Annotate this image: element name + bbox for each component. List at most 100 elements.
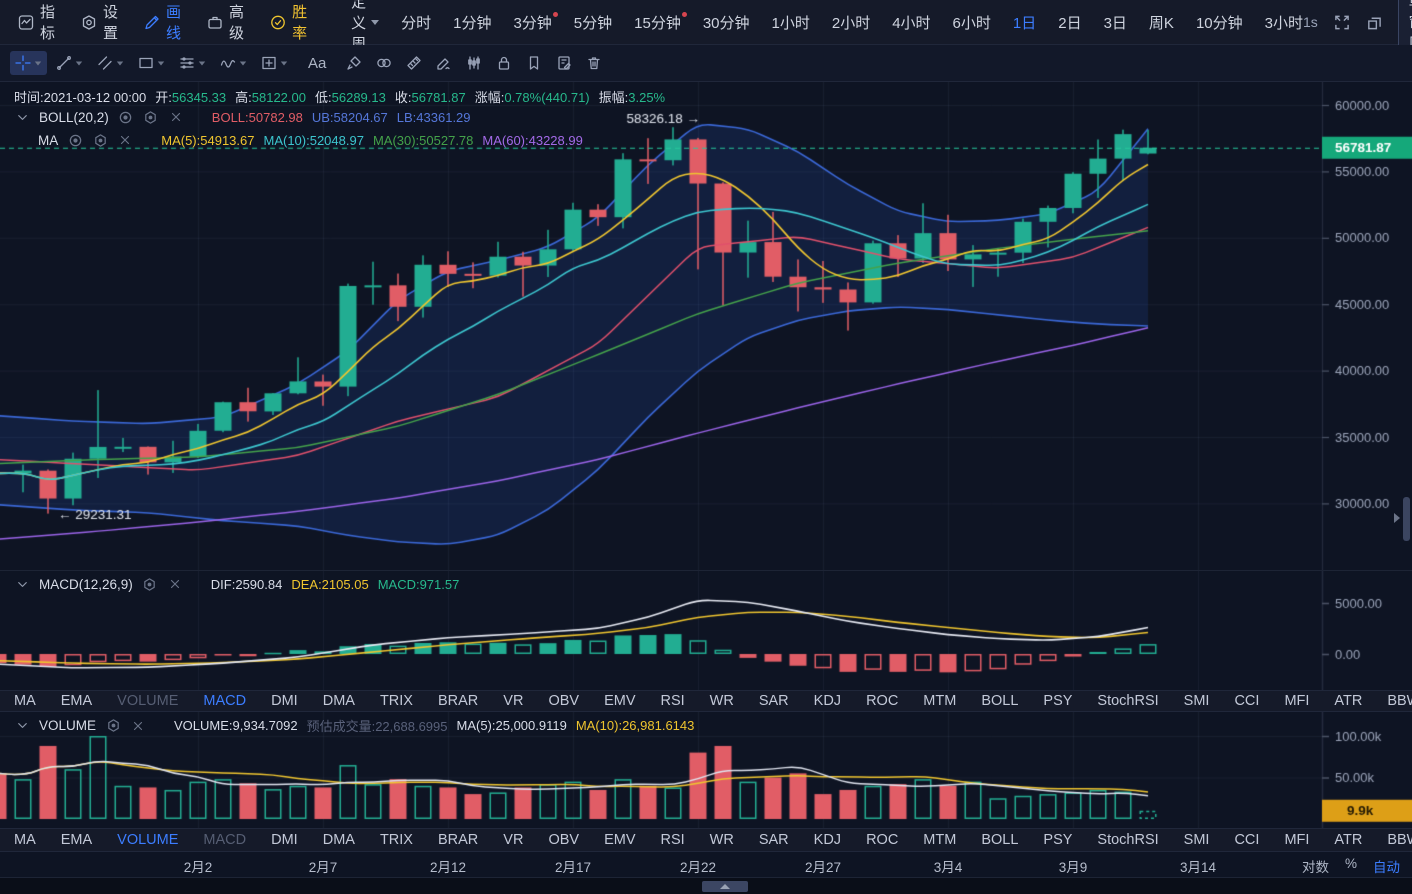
tab-cci[interactable]: CCI bbox=[1234, 693, 1260, 709]
ruler-tool[interactable] bbox=[401, 51, 427, 75]
period-15分钟[interactable]: 15分钟 bbox=[634, 11, 687, 33]
gear-icon[interactable] bbox=[105, 718, 121, 734]
tab-kdj[interactable]: KDJ bbox=[813, 693, 842, 709]
period-10分钟[interactable]: 10分钟 bbox=[1195, 14, 1243, 32]
main-candlestick-chart[interactable] bbox=[0, 82, 1412, 570]
magic-brush-tool[interactable] bbox=[341, 51, 367, 75]
period-1小时[interactable]: 1小时 bbox=[771, 14, 810, 32]
tab-volume[interactable]: VOLUME bbox=[117, 832, 179, 848]
popout-window-icon[interactable] bbox=[1366, 14, 1382, 30]
crosshair-tool[interactable] bbox=[10, 51, 47, 75]
tab-dmi[interactable]: DMI bbox=[271, 832, 298, 848]
volume-pane[interactable] bbox=[0, 712, 1412, 828]
tab-boll[interactable]: BOLL bbox=[981, 832, 1019, 848]
tab-smi[interactable]: SMI bbox=[1183, 832, 1210, 848]
tab-trix[interactable]: TRIX bbox=[379, 693, 413, 709]
tab-atr[interactable]: ATR bbox=[1334, 832, 1363, 848]
tab-wr[interactable]: WR bbox=[709, 832, 734, 848]
period-2小时[interactable]: 2小时 bbox=[831, 14, 871, 32]
tab-stochrsi[interactable]: StochRSI bbox=[1097, 693, 1159, 709]
tab-atr[interactable]: ATR bbox=[1334, 693, 1363, 709]
collapse-chevron-icon[interactable] bbox=[14, 576, 30, 592]
lock-tool[interactable] bbox=[491, 51, 517, 75]
auto-scale-toggle[interactable]: 自动 bbox=[1373, 860, 1400, 875]
close-icon[interactable] bbox=[167, 576, 183, 592]
tab-mtm[interactable]: MTM bbox=[923, 832, 957, 848]
tab-trix[interactable]: TRIX bbox=[379, 832, 413, 848]
fullscreen-icon[interactable] bbox=[1334, 14, 1350, 30]
period-5分钟[interactable]: 5分钟 bbox=[573, 14, 613, 32]
tab-psy[interactable]: PSY bbox=[1043, 832, 1073, 848]
settings-button[interactable]: 设置 bbox=[81, 1, 118, 43]
period-3小时[interactable]: 3小时 bbox=[1264, 14, 1303, 32]
channel-tool[interactable] bbox=[92, 51, 129, 75]
tab-volume[interactable]: VOLUME bbox=[117, 693, 179, 709]
eye-icon[interactable] bbox=[67, 132, 83, 148]
gear-icon[interactable] bbox=[143, 109, 159, 125]
period-1日[interactable]: 1日 bbox=[1012, 14, 1037, 32]
tab-vr[interactable]: VR bbox=[503, 832, 524, 848]
tab-rsi[interactable]: RSI bbox=[660, 693, 685, 709]
period-3日[interactable]: 3日 bbox=[1103, 14, 1127, 32]
log-scale-toggle[interactable]: 对数 bbox=[1301, 860, 1329, 875]
tab-emv[interactable]: EMV bbox=[604, 693, 636, 709]
tab-dma[interactable]: DMA bbox=[322, 693, 355, 709]
gear-icon[interactable] bbox=[142, 576, 158, 592]
period-4小时[interactable]: 4小时 bbox=[892, 14, 931, 32]
tab-rsi[interactable]: RSI bbox=[660, 832, 685, 848]
tab-boll[interactable]: BOLL bbox=[981, 693, 1019, 709]
tab-ema[interactable]: EMA bbox=[60, 832, 93, 848]
tab-stochrsi[interactable]: StochRSI bbox=[1097, 832, 1159, 848]
horizontal-scrollbar[interactable] bbox=[0, 878, 1412, 894]
collapse-chevron-icon[interactable] bbox=[14, 718, 30, 734]
tab-bbw[interactable]: BBW bbox=[1387, 832, 1412, 848]
tab-wr[interactable]: WR bbox=[709, 693, 734, 709]
macd-pane[interactable] bbox=[0, 570, 1412, 691]
tab-macd[interactable]: MACD bbox=[203, 832, 247, 848]
tab-smi[interactable]: SMI bbox=[1183, 693, 1210, 709]
tab-sar[interactable]: SAR bbox=[758, 693, 789, 709]
collapse-chevron-icon[interactable] bbox=[14, 109, 30, 125]
trend-line-tool[interactable] bbox=[51, 51, 88, 75]
tab-obv[interactable]: OBV bbox=[548, 693, 580, 709]
vertical-scrollbar[interactable] bbox=[1394, 497, 1410, 541]
tab-roc[interactable]: ROC bbox=[866, 832, 899, 848]
rectangle-tool[interactable] bbox=[133, 51, 170, 75]
tab-psy[interactable]: PSY bbox=[1043, 693, 1073, 709]
pattern-bars-tool[interactable] bbox=[461, 51, 487, 75]
tab-brar[interactable]: BRAR bbox=[437, 693, 479, 709]
eye-icon[interactable] bbox=[118, 109, 134, 125]
draw-line-button[interactable]: 画线 bbox=[144, 1, 181, 43]
close-icon[interactable] bbox=[130, 718, 146, 734]
tab-obv[interactable]: OBV bbox=[548, 832, 580, 848]
tab-roc[interactable]: ROC bbox=[866, 693, 899, 709]
tab-ma[interactable]: MA bbox=[14, 693, 36, 709]
panel-expander-handle[interactable] bbox=[702, 881, 748, 892]
gear-icon[interactable] bbox=[92, 132, 108, 148]
wave-tool[interactable] bbox=[215, 51, 252, 75]
percent-scale-toggle[interactable]: % bbox=[1344, 856, 1357, 871]
tab-dmi[interactable]: DMI bbox=[271, 693, 298, 709]
ellipse-tool[interactable] bbox=[371, 51, 397, 75]
bookmark-tool[interactable] bbox=[521, 51, 547, 75]
period-30分钟[interactable]: 30分钟 bbox=[702, 14, 750, 32]
pencil-wave-tool[interactable] bbox=[431, 51, 457, 75]
fib-box-tool[interactable] bbox=[256, 51, 293, 75]
indicator-button[interactable]: 指标 bbox=[18, 1, 55, 43]
period-3分钟[interactable]: 3分钟 bbox=[513, 11, 558, 33]
win-rate-button[interactable]: 胜率 bbox=[270, 1, 307, 43]
text-tool[interactable]: Aa bbox=[297, 49, 337, 78]
close-icon[interactable] bbox=[117, 132, 133, 148]
tab-ema[interactable]: EMA bbox=[60, 693, 93, 709]
tab-kdj[interactable]: KDJ bbox=[813, 832, 842, 848]
period-周K[interactable]: 周K bbox=[1148, 14, 1174, 32]
period-2日[interactable]: 2日 bbox=[1058, 14, 1082, 32]
tab-macd[interactable]: MACD bbox=[203, 693, 247, 709]
tab-emv[interactable]: EMV bbox=[604, 832, 636, 848]
period-6小时[interactable]: 6小时 bbox=[952, 14, 991, 32]
tab-ma[interactable]: MA bbox=[14, 832, 36, 848]
tab-bbw[interactable]: BBW bbox=[1387, 693, 1412, 709]
parallel-lines-tool[interactable] bbox=[174, 51, 211, 75]
tab-cci[interactable]: CCI bbox=[1234, 832, 1260, 848]
advanced-button[interactable]: 高级 bbox=[207, 1, 244, 43]
